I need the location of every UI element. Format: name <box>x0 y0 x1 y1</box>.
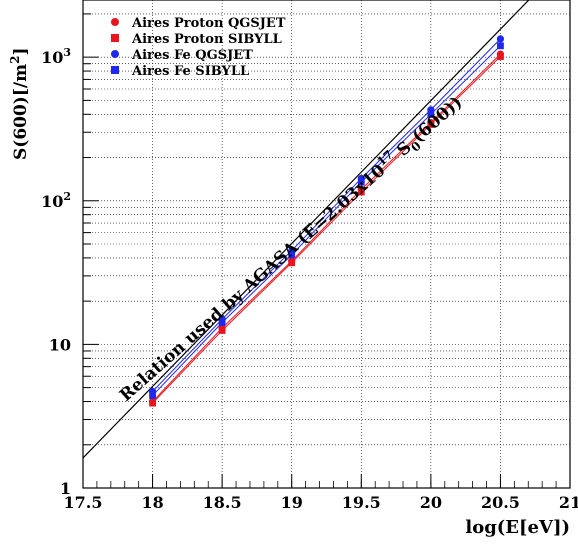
y-axis-label: S(600)[/m2] <box>8 48 31 161</box>
x-tick-label: 18 <box>141 493 163 512</box>
data-point-square <box>149 399 156 407</box>
legend-label: Aires Proton QGSJET <box>131 16 286 31</box>
data-point-square <box>357 178 365 186</box>
x-tick-label: 20 <box>420 493 442 512</box>
data-point-square <box>149 392 156 399</box>
series-line <box>152 38 501 392</box>
series-line <box>152 45 501 396</box>
data-point-square <box>427 110 435 118</box>
series-line <box>152 53 501 402</box>
y-tick-label: 10 <box>49 335 71 354</box>
y-tick-label: 103 <box>41 46 71 67</box>
series-group <box>148 35 505 407</box>
ticks: 17.5 18 18.5 19 19.5 20 20.5 21 1 10 102 103 <box>41 13 578 512</box>
legend-label: Aires Fe SIBYLL <box>131 64 249 79</box>
data-point-circle <box>496 35 505 43</box>
data-point-square <box>497 53 504 60</box>
legend-label: Aires Fe QGSJET <box>131 48 253 63</box>
data-point-square <box>497 42 504 50</box>
reference-line <box>82 0 530 459</box>
legend-marker-circle <box>111 50 119 58</box>
legend-marker-circle <box>111 18 119 26</box>
x-tick-label: 21 <box>559 493 578 512</box>
data-point-square <box>218 319 226 326</box>
data-point-square <box>427 121 435 128</box>
legend-label: Aires Proton SIBYLL <box>131 32 282 47</box>
y-tick-label: 102 <box>41 190 71 211</box>
x-tick-label: 17.5 <box>64 493 103 512</box>
series-line <box>152 56 501 404</box>
data-point-square <box>357 188 365 196</box>
y-tick-label: 1 <box>60 479 71 498</box>
x-axis-label: log(E[eV]) <box>465 517 570 538</box>
reference-line-group <box>82 0 530 459</box>
x-tick-label: 18.5 <box>203 493 242 512</box>
data-point-square <box>218 327 226 334</box>
x-tick-label: 19 <box>281 493 303 512</box>
x-tick-label: 19.5 <box>342 493 381 512</box>
data-point-square <box>288 251 296 259</box>
data-point-square <box>288 259 296 267</box>
x-tick-label: 20.5 <box>481 493 520 512</box>
legend-marker-square <box>111 34 119 42</box>
legend-marker-square <box>111 66 119 74</box>
